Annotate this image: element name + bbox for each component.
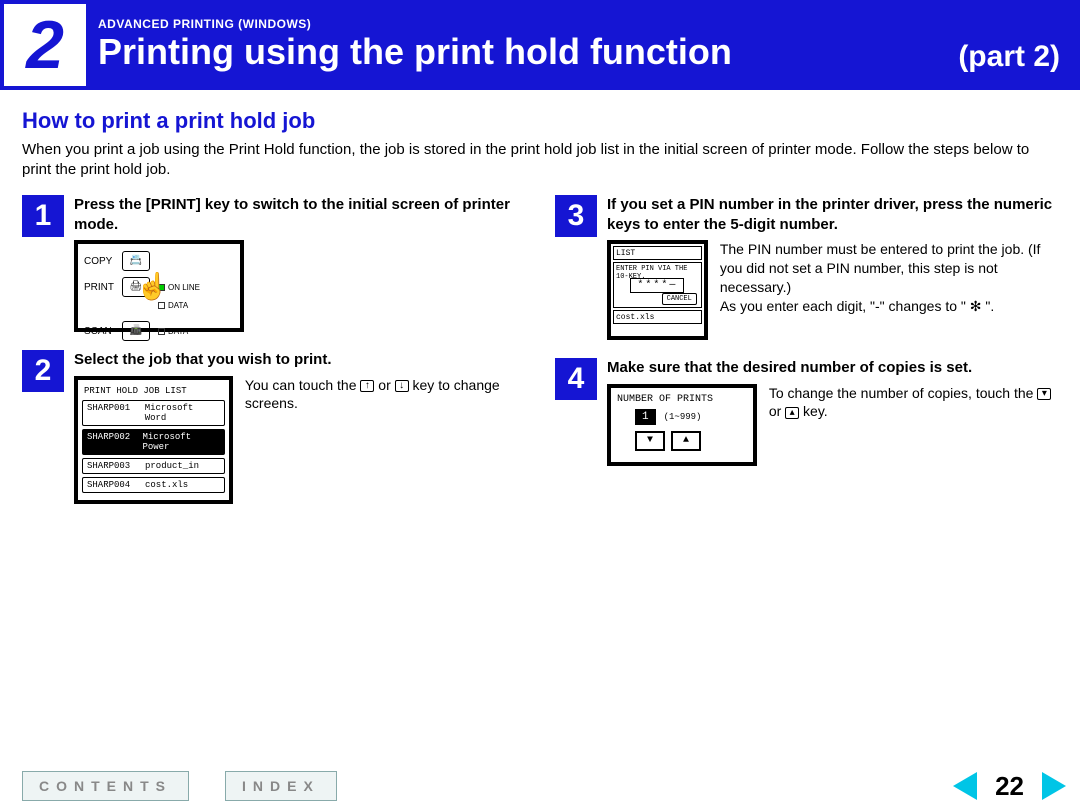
led-data1-icon (158, 302, 165, 309)
next-page-icon[interactable] (1042, 772, 1066, 800)
chapter-number: 2 (4, 4, 86, 86)
step-title: Make sure that the desired number of cop… (607, 358, 1058, 378)
printer-mode-panel: COPY 📇 PRINT 🖨 ON LINE DATA SCAN (74, 240, 244, 332)
down-key-icon: ▾ (1037, 388, 1051, 400)
step-3: 3 If you set a PIN number in the printer… (555, 195, 1058, 340)
copies-range: (1~999) (664, 412, 702, 422)
contents-button[interactable]: CONTENTS (22, 771, 189, 801)
pin-message: ENTER PIN VIA THE 10-KEY. (616, 265, 701, 281)
panel-label-print: PRINT (84, 282, 122, 293)
left-column: 1 Press the [PRINT] key to switch to the… (22, 195, 525, 522)
step-title: Press the [PRINT] key to switch to the i… (74, 195, 525, 234)
panel-label-copy: COPY (84, 256, 122, 267)
job-list-item[interactable]: SHARP003product_in (82, 458, 225, 474)
job-list-panel: PRINT HOLD JOB LIST SHARP001Microsoft Wo… (74, 376, 233, 504)
pin-entry-panel: LIST ENTER PIN VIA THE 10-KEY. ****— CAN… (607, 240, 708, 340)
prev-page-icon[interactable] (953, 772, 977, 800)
job-list-item[interactable]: SHARP004cost.xls (82, 477, 225, 493)
copies-up-button[interactable]: ▲ (671, 431, 701, 451)
step-4: 4 Make sure that the desired number of c… (555, 358, 1058, 466)
page-footer: CONTENTS INDEX 22 (0, 769, 1080, 809)
cancel-button[interactable]: CANCEL (662, 293, 697, 305)
down-key-icon: ↓ (395, 380, 409, 392)
job-list-item-selected[interactable]: SHARP002Microsoft Power (82, 429, 225, 455)
job-list-item[interactable]: SHARP001Microsoft Word (82, 400, 225, 426)
section-subtitle: How to print a print hold job (22, 108, 1058, 134)
page-number: 22 (995, 771, 1024, 802)
panel-label-scan: SCAN (84, 326, 122, 337)
pin-panel-bottom: cost.xls (613, 310, 702, 324)
step-number: 4 (555, 358, 597, 400)
step-number: 2 (22, 350, 64, 392)
intro-paragraph: When you print a job using the Print Hol… (22, 140, 1058, 179)
page-title: Printing using the print hold function (98, 31, 1080, 73)
copies-title: NUMBER OF PRINTS (617, 394, 747, 405)
up-key-icon: ▴ (785, 407, 799, 419)
step-description: The PIN number must be entered to print … (720, 240, 1058, 316)
up-key-icon: ↑ (360, 380, 374, 392)
page-header: 2 ADVANCED PRINTING (WINDOWS) Printing u… (0, 0, 1080, 90)
print-button[interactable]: 🖨 (122, 277, 150, 297)
header-part: (part 2) (958, 40, 1060, 74)
index-button[interactable]: INDEX (225, 771, 337, 801)
step-title: Select the job that you wish to print. (74, 350, 525, 370)
led-data2-label: DATA (168, 327, 188, 336)
content-area: How to print a print hold job When you p… (0, 90, 1080, 522)
copies-down-button[interactable]: ▼ (635, 431, 665, 451)
pin-panel-mid: ENTER PIN VIA THE 10-KEY. ****— CANCEL (613, 262, 702, 308)
pin-panel-top: LIST (613, 246, 702, 260)
right-column: 3 If you set a PIN number in the printer… (555, 195, 1058, 522)
copies-value: 1 (635, 409, 656, 425)
led-online-icon (158, 284, 165, 291)
led-online-label: ON LINE (168, 283, 200, 292)
header-category: ADVANCED PRINTING (WINDOWS) (98, 17, 1080, 31)
led-data2-icon (158, 328, 165, 335)
job-list-title: PRINT HOLD JOB LIST (82, 384, 225, 400)
scan-button[interactable]: 📠 (122, 321, 150, 341)
step-description: You can touch the ↑ or ↓ key to change s… (245, 376, 525, 414)
copy-button[interactable]: 📇 (122, 251, 150, 271)
step-1: 1 Press the [PRINT] key to switch to the… (22, 195, 525, 332)
step-number: 3 (555, 195, 597, 237)
step-description: To change the number of copies, touch th… (769, 384, 1058, 422)
header-text-block: ADVANCED PRINTING (WINDOWS) Printing usi… (98, 17, 1080, 73)
step-2: 2 Select the job that you wish to print.… (22, 350, 525, 504)
step-title: If you set a PIN number in the printer d… (607, 195, 1058, 234)
step-number: 1 (22, 195, 64, 237)
led-data1-label: DATA (168, 301, 188, 310)
copies-panel: NUMBER OF PRINTS 1 (1~999) ▼ ▲ (607, 384, 757, 466)
